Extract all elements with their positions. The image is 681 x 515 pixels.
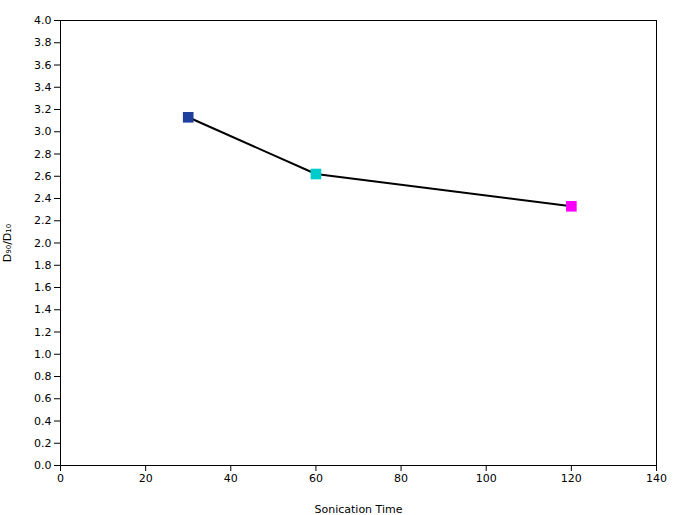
- svg-text:0.4: 0.4: [34, 415, 52, 428]
- svg-text:0.2: 0.2: [34, 437, 52, 450]
- svg-text:2.6: 2.6: [34, 170, 52, 183]
- svg-text:3.4: 3.4: [34, 81, 52, 94]
- svg-text:100: 100: [476, 472, 497, 485]
- svg-text:0.0: 0.0: [34, 459, 52, 472]
- svg-text:0: 0: [57, 472, 64, 485]
- svg-text:140: 140: [646, 472, 667, 485]
- svg-text:3.8: 3.8: [34, 36, 52, 49]
- svg-text:2.4: 2.4: [34, 192, 52, 205]
- svg-text:0.6: 0.6: [34, 392, 52, 405]
- svg-text:1.4: 1.4: [34, 303, 52, 316]
- svg-text:D₉₀/D₁₀: D₉₀/D₁₀: [1, 223, 14, 262]
- svg-text:2.8: 2.8: [34, 148, 52, 161]
- svg-text:60: 60: [309, 472, 323, 485]
- svg-text:0.8: 0.8: [34, 370, 52, 383]
- svg-text:2.0: 2.0: [34, 237, 52, 250]
- svg-text:3.0: 3.0: [34, 125, 52, 138]
- svg-text:3.6: 3.6: [34, 59, 52, 72]
- svg-text:1.2: 1.2: [34, 326, 52, 339]
- svg-text:40: 40: [224, 472, 238, 485]
- svg-text:20: 20: [139, 472, 153, 485]
- svg-text:Sonication Time: Sonication Time: [314, 503, 402, 515]
- svg-text:120: 120: [561, 472, 582, 485]
- svg-text:80: 80: [394, 472, 408, 485]
- svg-text:1.6: 1.6: [34, 281, 52, 294]
- svg-text:2.2: 2.2: [34, 214, 52, 227]
- svg-text:1.0: 1.0: [34, 348, 52, 361]
- svg-text:3.2: 3.2: [34, 103, 52, 116]
- svg-text:4.0: 4.0: [34, 14, 52, 27]
- svg-text:1.8: 1.8: [34, 259, 52, 272]
